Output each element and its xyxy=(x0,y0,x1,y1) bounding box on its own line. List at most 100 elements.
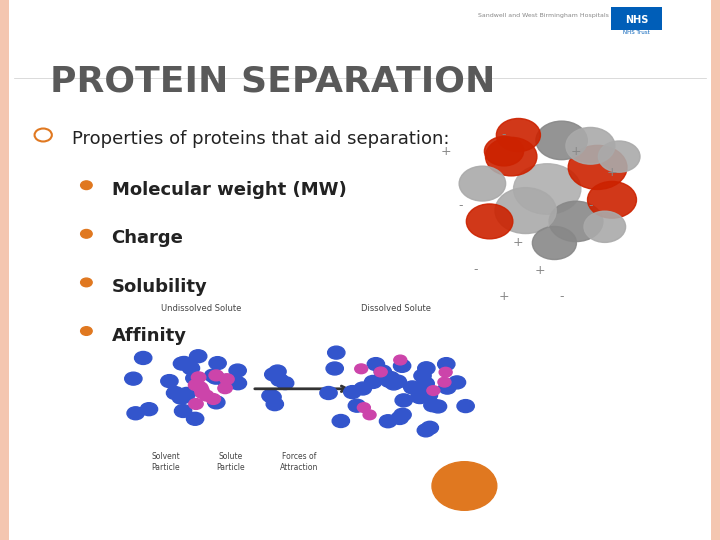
Circle shape xyxy=(199,390,214,401)
Circle shape xyxy=(195,388,210,399)
Circle shape xyxy=(186,413,204,426)
Circle shape xyxy=(192,381,207,392)
Circle shape xyxy=(584,211,626,242)
Circle shape xyxy=(414,369,431,382)
Text: NHS Trust: NHS Trust xyxy=(623,30,650,35)
Text: +: + xyxy=(499,291,509,303)
Circle shape xyxy=(427,386,440,395)
Circle shape xyxy=(374,365,392,378)
Circle shape xyxy=(449,376,466,389)
Circle shape xyxy=(326,362,343,375)
Circle shape xyxy=(363,410,376,420)
Text: +: + xyxy=(607,166,617,179)
Circle shape xyxy=(178,387,195,400)
Circle shape xyxy=(432,462,497,510)
Circle shape xyxy=(264,390,281,403)
Circle shape xyxy=(364,375,382,388)
Circle shape xyxy=(81,278,92,287)
Circle shape xyxy=(374,367,387,377)
FancyBboxPatch shape xyxy=(611,7,662,30)
Circle shape xyxy=(218,383,233,394)
Circle shape xyxy=(379,415,397,428)
Circle shape xyxy=(424,399,441,411)
Circle shape xyxy=(410,390,428,403)
Circle shape xyxy=(496,118,541,152)
Circle shape xyxy=(467,204,513,239)
Text: Molecular weight (MW): Molecular weight (MW) xyxy=(112,181,346,199)
Text: Solvent
Particle: Solvent Particle xyxy=(151,453,180,472)
Circle shape xyxy=(229,364,246,377)
Text: Dissolved Solute: Dissolved Solute xyxy=(361,304,431,313)
Circle shape xyxy=(209,370,223,381)
Circle shape xyxy=(417,377,434,390)
Circle shape xyxy=(189,350,207,363)
Circle shape xyxy=(194,385,209,396)
Circle shape xyxy=(271,373,288,386)
Circle shape xyxy=(438,381,456,394)
Text: +: + xyxy=(441,145,451,158)
Text: +: + xyxy=(513,237,523,249)
Circle shape xyxy=(418,362,435,375)
Circle shape xyxy=(189,380,203,390)
Circle shape xyxy=(206,394,220,404)
Circle shape xyxy=(172,391,189,404)
Circle shape xyxy=(393,360,410,373)
Circle shape xyxy=(354,382,372,395)
Text: Charge: Charge xyxy=(112,230,184,247)
Circle shape xyxy=(266,397,284,410)
Circle shape xyxy=(411,390,428,403)
Circle shape xyxy=(395,394,413,407)
Circle shape xyxy=(459,166,505,201)
Text: -: - xyxy=(588,199,593,212)
Circle shape xyxy=(536,121,588,160)
Circle shape xyxy=(385,377,402,390)
Circle shape xyxy=(81,230,92,238)
Circle shape xyxy=(439,367,452,377)
Circle shape xyxy=(81,181,92,190)
Circle shape xyxy=(418,424,435,437)
Circle shape xyxy=(269,365,286,378)
Circle shape xyxy=(394,408,411,421)
Circle shape xyxy=(566,127,615,164)
Circle shape xyxy=(140,403,158,416)
Circle shape xyxy=(262,389,279,402)
Circle shape xyxy=(207,371,225,384)
Circle shape xyxy=(380,374,397,387)
Circle shape xyxy=(485,137,537,176)
Text: Forces of
Attraction: Forces of Attraction xyxy=(279,453,318,472)
Circle shape xyxy=(320,387,337,400)
Circle shape xyxy=(421,421,438,434)
Circle shape xyxy=(204,369,222,382)
Circle shape xyxy=(125,372,142,385)
Text: Affinity: Affinity xyxy=(112,327,186,345)
Text: +: + xyxy=(535,264,545,276)
Text: Sandwell and West Birmingham Hospitals: Sandwell and West Birmingham Hospitals xyxy=(477,14,608,18)
Circle shape xyxy=(194,382,208,393)
Text: NHS: NHS xyxy=(625,15,648,25)
Circle shape xyxy=(192,372,206,383)
Circle shape xyxy=(457,400,474,413)
Circle shape xyxy=(176,356,193,369)
Circle shape xyxy=(404,381,421,394)
Circle shape xyxy=(265,368,282,381)
Circle shape xyxy=(485,137,523,166)
Circle shape xyxy=(343,386,361,399)
Circle shape xyxy=(81,327,92,335)
Circle shape xyxy=(135,352,152,365)
Circle shape xyxy=(161,375,178,388)
Text: +: + xyxy=(571,145,581,158)
Circle shape xyxy=(189,399,203,409)
Circle shape xyxy=(220,374,234,384)
Circle shape xyxy=(174,390,192,403)
Circle shape xyxy=(174,404,192,417)
Text: -: - xyxy=(559,291,564,303)
Circle shape xyxy=(420,389,438,402)
Circle shape xyxy=(207,396,225,409)
Circle shape xyxy=(367,357,384,370)
Circle shape xyxy=(394,355,407,365)
Circle shape xyxy=(174,357,191,370)
Text: -: - xyxy=(473,264,477,276)
Circle shape xyxy=(391,411,408,424)
Circle shape xyxy=(332,415,349,428)
Circle shape xyxy=(568,145,627,190)
